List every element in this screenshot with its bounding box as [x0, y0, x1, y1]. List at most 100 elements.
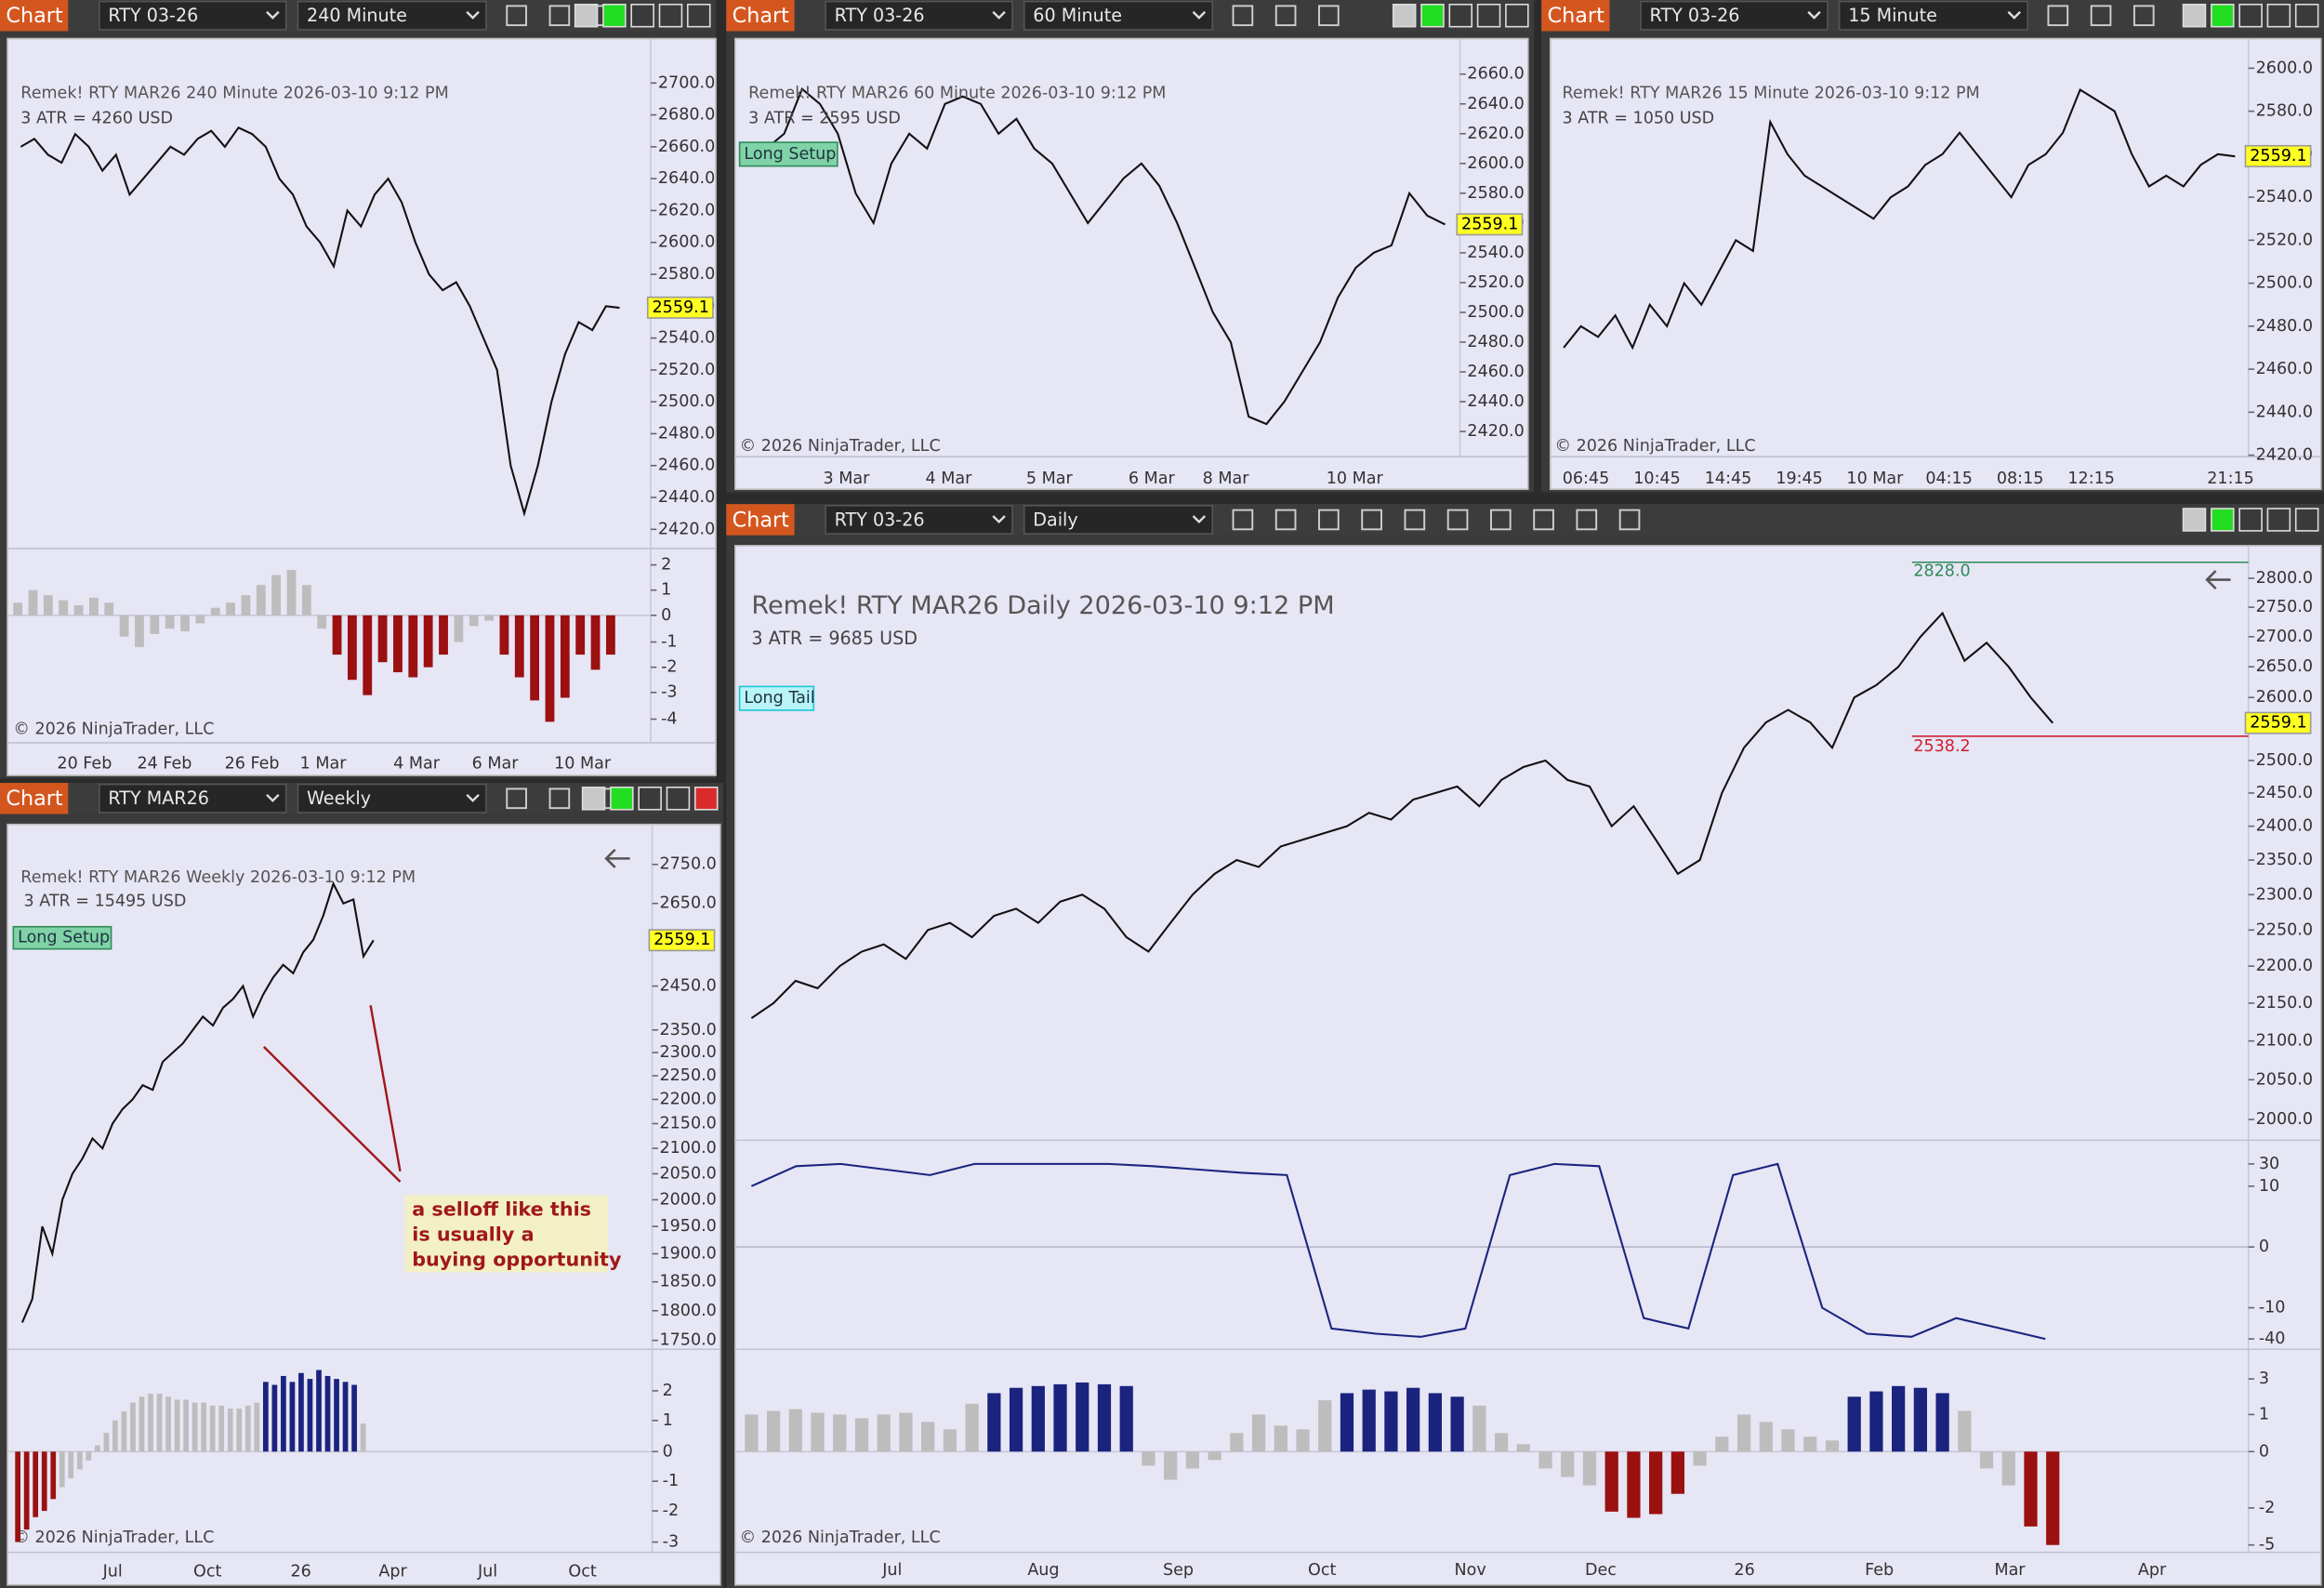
- window-button[interactable]: [2182, 3, 2207, 28]
- window-button[interactable]: [2211, 508, 2235, 532]
- toolbar-icon[interactable]: [1274, 5, 1297, 27]
- toolbar-icon[interactable]: [2133, 5, 2155, 27]
- toolbar-icon[interactable]: [2090, 5, 2112, 27]
- window-button[interactable]: [686, 3, 711, 28]
- price-tick-label: 2600.0: [2256, 688, 2313, 707]
- toolbar-icon[interactable]: [1489, 509, 1512, 531]
- toolbar-icon[interactable]: [1318, 5, 1340, 27]
- histogram-bar: [104, 602, 114, 615]
- histogram-bar: [33, 1451, 39, 1517]
- window-button[interactable]: [1420, 3, 1445, 28]
- window-button[interactable]: [630, 3, 654, 28]
- histogram-bar: [103, 1433, 110, 1452]
- window-button[interactable]: [2211, 3, 2235, 28]
- histogram-bar: [76, 1451, 83, 1470]
- oscillator-tick-label: -40: [2259, 1330, 2286, 1348]
- chart-title: Remek! RTY MAR26 Weekly 2026-03-10 9:12 …: [20, 868, 416, 887]
- toolbar-icon[interactable]: [1232, 5, 1254, 27]
- time-label: Sep: [1163, 1561, 1194, 1580]
- interval-dropdown[interactable]: [1023, 0, 1214, 31]
- window-button[interactable]: [638, 787, 662, 811]
- price-tick-label: 2480.0: [658, 424, 715, 443]
- toolbar-icon[interactable]: [1446, 509, 1469, 531]
- histogram-bar: [1230, 1433, 1244, 1452]
- chart-tab[interactable]: [726, 0, 795, 32]
- price-tick-label: 2600.0: [658, 233, 715, 252]
- window-button[interactable]: [2238, 3, 2263, 28]
- instrument-dropdown[interactable]: [1640, 0, 1829, 31]
- window-button[interactable]: [581, 787, 606, 811]
- interval-dropdown[interactable]: [1023, 505, 1214, 535]
- instrument-dropdown[interactable]: [825, 505, 1013, 535]
- interval-dropdown[interactable]: [297, 783, 487, 814]
- setup-label: Long Setup: [744, 145, 836, 164]
- window-button[interactable]: [2266, 508, 2291, 532]
- window-button[interactable]: [2294, 3, 2319, 28]
- chart-tab[interactable]: [0, 783, 69, 814]
- back-arrow[interactable]: [604, 848, 630, 868]
- instrument-dropdown[interactable]: [99, 0, 287, 31]
- instrument-dropdown[interactable]: [99, 783, 287, 814]
- histogram-bar: [86, 1451, 92, 1461]
- window-button[interactable]: [1392, 3, 1417, 28]
- chart-tab[interactable]: [1541, 0, 1610, 32]
- window-button[interactable]: [610, 787, 634, 811]
- price-tick-label: 2640.0: [1467, 95, 1524, 113]
- toolbar-icon[interactable]: [1318, 509, 1340, 531]
- price-line: [20, 126, 620, 517]
- toolbar-icon[interactable]: [1576, 509, 1598, 531]
- window-button[interactable]: [574, 3, 599, 28]
- toolbar-icon[interactable]: [1533, 509, 1554, 531]
- price-tick-label: 2440.0: [1467, 392, 1524, 411]
- chart-panel: [734, 37, 1529, 491]
- toolbar-icon[interactable]: [1618, 509, 1641, 531]
- chart-tab-label: Chart: [6, 787, 63, 811]
- histogram-bar: [545, 615, 555, 722]
- histogram-bar: [2001, 1451, 2015, 1486]
- toolbar-icon[interactable]: [548, 5, 571, 27]
- window-button[interactable]: [1476, 3, 1501, 28]
- histogram-bar: [218, 1405, 225, 1452]
- toolbar-icon[interactable]: [1274, 509, 1297, 531]
- toolbar-icon[interactable]: [506, 787, 527, 810]
- toolbar-icon[interactable]: [548, 787, 571, 810]
- window-button[interactable]: [658, 3, 683, 28]
- histogram-bar: [150, 615, 160, 634]
- window-button[interactable]: [2182, 508, 2207, 532]
- histogram-bar: [1097, 1383, 1112, 1452]
- price-tick-label: 2440.0: [2256, 403, 2313, 421]
- toolbar-icon[interactable]: [506, 5, 527, 27]
- toolbar-icon[interactable]: [2047, 5, 2069, 27]
- instrument-dropdown[interactable]: [825, 0, 1013, 31]
- price-tick-label: 2450.0: [660, 977, 717, 996]
- chart-tab[interactable]: [726, 504, 795, 536]
- histogram-bar: [332, 615, 342, 655]
- interval-dropdown[interactable]: [297, 0, 487, 31]
- histogram-bar: [1649, 1451, 1663, 1515]
- toolbar-icon[interactable]: [1232, 509, 1254, 531]
- window-button[interactable]: [2266, 3, 2291, 28]
- oscillator-tick-label: 0: [2259, 1237, 2269, 1256]
- histogram-bar: [227, 1409, 233, 1452]
- price-tick-label: 2750.0: [660, 855, 717, 874]
- indicator-tick-label: -2: [661, 658, 677, 677]
- indicator-tick-label: 2: [661, 556, 671, 575]
- toolbar-icon[interactable]: [1404, 509, 1426, 531]
- histogram-bar: [1538, 1451, 1552, 1469]
- setup-label-box: [12, 925, 112, 950]
- back-arrow[interactable]: [2205, 570, 2231, 590]
- price-tick-label: 2250.0: [660, 1066, 717, 1085]
- histogram-bar: [68, 1451, 74, 1478]
- histogram-bar: [95, 1445, 100, 1452]
- toolbar-icon[interactable]: [1361, 509, 1382, 531]
- window-button[interactable]: [1505, 3, 1529, 28]
- window-button[interactable]: [1448, 3, 1473, 28]
- histogram-bar: [351, 1384, 357, 1452]
- window-button[interactable]: [2294, 508, 2319, 532]
- window-button[interactable]: [666, 787, 691, 811]
- chart-tab[interactable]: [0, 0, 69, 32]
- window-button[interactable]: [602, 3, 627, 28]
- window-button[interactable]: [2238, 508, 2263, 532]
- window-button[interactable]: [693, 787, 719, 811]
- interval-dropdown[interactable]: [1838, 0, 2028, 31]
